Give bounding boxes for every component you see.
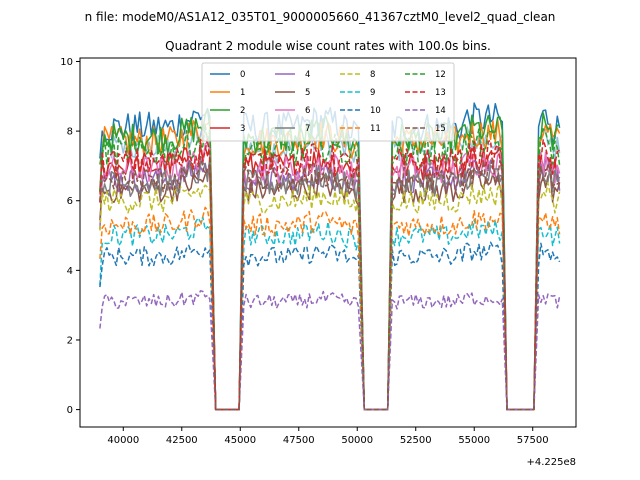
x-axis-offset-label: +4.225e8 bbox=[526, 457, 576, 468]
series-line-14 bbox=[99, 290, 561, 411]
x-tick-label: 45000 bbox=[224, 435, 256, 446]
chart-title: Quadrant 2 module wise count rates with … bbox=[165, 39, 491, 53]
legend-label-5: 5 bbox=[305, 88, 310, 98]
legend-label-13: 13 bbox=[435, 88, 446, 98]
y-tick-label: 4 bbox=[67, 266, 73, 277]
legend-label-1: 1 bbox=[240, 88, 245, 98]
legend-label-6: 6 bbox=[305, 106, 310, 116]
series-line-5 bbox=[99, 170, 561, 411]
series-line-10 bbox=[99, 241, 561, 411]
x-axis: 40000 42500 45000 47500 50000 52500 55000 57500 bbox=[107, 427, 549, 446]
figure-suptitle: n file: modeM0/AS1A12_035T01_9000005660_… bbox=[85, 10, 556, 24]
series-line-1 bbox=[99, 118, 561, 411]
x-tick-label: 47500 bbox=[283, 435, 315, 446]
x-tick-label: 42500 bbox=[166, 435, 198, 446]
y-tick-label: 2 bbox=[67, 335, 73, 346]
legend-label-12: 12 bbox=[435, 70, 446, 80]
y-axis: 0 2 4 6 8 10 bbox=[60, 57, 80, 416]
x-tick-label: 57500 bbox=[517, 435, 549, 446]
x-tick-label: 52500 bbox=[400, 435, 432, 446]
y-tick-label: 10 bbox=[60, 57, 73, 68]
legend-label-4: 4 bbox=[305, 70, 310, 80]
series-line-11 bbox=[99, 206, 561, 411]
legend-label-3: 3 bbox=[240, 124, 245, 134]
x-tick-label: 40000 bbox=[107, 435, 139, 446]
legend-label-10: 10 bbox=[370, 106, 381, 116]
legend-box bbox=[201, 62, 455, 142]
series-line-15 bbox=[99, 155, 561, 411]
series-line-8 bbox=[99, 182, 561, 411]
y-tick-label: 6 bbox=[67, 196, 73, 207]
series-line-13 bbox=[99, 138, 561, 411]
y-tick-label: 8 bbox=[67, 127, 73, 138]
legend-label-15: 15 bbox=[435, 124, 446, 134]
y-tick-label: 0 bbox=[67, 405, 73, 416]
x-tick-label: 55000 bbox=[458, 435, 490, 446]
legend-label-7: 7 bbox=[305, 124, 310, 134]
legend-label-2: 2 bbox=[240, 106, 245, 116]
plot-lines bbox=[99, 102, 561, 411]
legend-label-9: 9 bbox=[370, 88, 375, 98]
legend-label-0: 0 bbox=[240, 70, 245, 80]
legend-label-14: 14 bbox=[435, 106, 446, 116]
series-line-12 bbox=[99, 124, 561, 411]
series-line-9 bbox=[99, 216, 561, 411]
legend-label-8: 8 bbox=[370, 70, 375, 80]
x-tick-label: 50000 bbox=[341, 435, 373, 446]
axes-frame bbox=[79, 57, 577, 428]
legend-label-11: 11 bbox=[370, 124, 381, 134]
